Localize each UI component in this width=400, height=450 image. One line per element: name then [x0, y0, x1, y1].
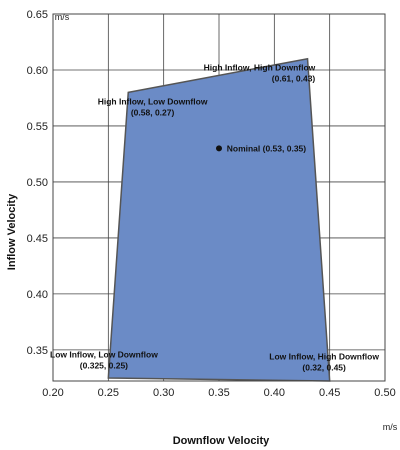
y-unit-label: m/s: [55, 12, 70, 22]
annotations: High Inflow, Low Downflow(0.58, 0.27) Hig…: [50, 62, 379, 372]
plot-frame: [52, 13, 386, 382]
annotation-nominal: Nominal (0.53, 0.35): [227, 143, 307, 153]
annotation-low-inflow-low-downflow: Low Inflow, Low Downflow: [50, 349, 158, 359]
y-tick-label: 0.50: [27, 177, 48, 189]
x-tick-label: 0.30: [153, 387, 174, 399]
annotation-high-inflow-high-downflow: (0.61, 0.43): [272, 73, 316, 83]
x-unit-label: m/s: [383, 422, 398, 432]
x-tick-labels: 0.20 0.25 0.30 0.35 0.40 0.45 0.50: [42, 387, 395, 399]
nominal-point: [216, 145, 222, 152]
x-tick-label: 0.35: [208, 387, 229, 399]
x-tick-label: 0.40: [264, 387, 285, 399]
x-tick-label: 0.20: [42, 387, 63, 399]
y-tick-label: 0.60: [27, 65, 48, 77]
y-axis-title: Inflow Velocity: [6, 193, 18, 270]
y-tick-label: 0.55: [27, 121, 48, 133]
y-tick-label: 0.35: [27, 345, 48, 357]
annotation-high-inflow-high-downflow: High Inflow, High Downflow: [204, 62, 316, 72]
annotation-low-inflow-high-downflow: (0.32, 0.45): [302, 363, 346, 373]
x-tick-label: 0.50: [374, 387, 395, 399]
y-tick-label: 0.45: [27, 233, 48, 245]
x-axis-title: Downflow Velocity: [173, 435, 270, 447]
y-tick-labels: 0.35 0.40 0.45 0.50 0.55 0.60 0.65: [27, 9, 48, 357]
annotation-low-inflow-low-downflow: (0.325, 0.25): [80, 360, 128, 370]
annotation-low-inflow-high-downflow: Low Inflow, High Downflow: [269, 352, 379, 362]
y-tick-label: 0.40: [27, 289, 48, 301]
annotation-high-inflow-low-downflow: High Inflow, Low Downflow: [98, 96, 208, 106]
y-tick-label: 0.65: [27, 9, 48, 21]
x-tick-label: 0.25: [98, 387, 119, 399]
x-tick-label: 0.45: [319, 387, 340, 399]
annotation-high-inflow-low-downflow: (0.58, 0.27): [131, 107, 175, 117]
